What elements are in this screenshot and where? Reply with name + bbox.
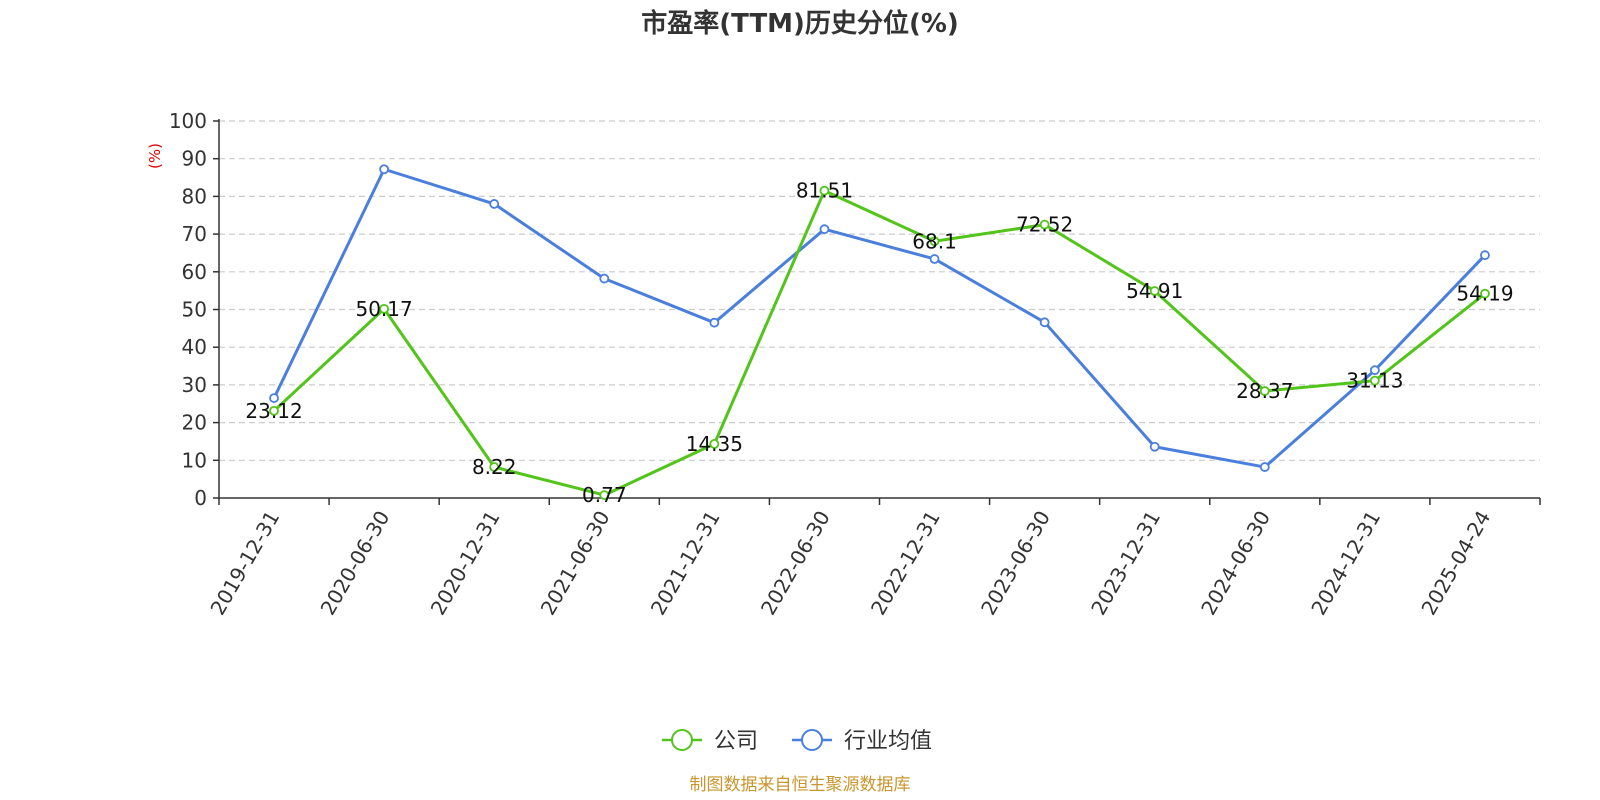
series-1-point[interactable]	[1369, 365, 1380, 376]
chart-title: 市盈率(TTM)历史分位(%)	[641, 8, 959, 39]
data-label: 23.12	[245, 399, 302, 423]
x-tick-label: 2024-12-31	[1306, 507, 1385, 620]
data-label: 50.17	[355, 297, 412, 321]
x-tick-label: 2019-12-31	[205, 507, 284, 620]
y-tick-label: 90	[182, 147, 207, 171]
legend-item-1[interactable]: 行业均值	[792, 729, 932, 754]
series-0-point[interactable]	[709, 439, 720, 449]
source-note: 制图数据来自恒生聚源数据库	[690, 775, 911, 795]
series-1-point[interactable]	[269, 393, 279, 403]
series-1-point[interactable]	[1480, 250, 1490, 261]
data-label: 68.1	[912, 229, 957, 253]
axes: 0 10 20 30 40 50 60 70 80 90 100 2019-12-31 2020-06-…	[169, 109, 1541, 620]
series-0-point[interactable]	[819, 185, 830, 196]
data-label: 14.35	[686, 432, 743, 456]
data-label: 54.91	[1126, 279, 1183, 303]
series-0-point[interactable]	[1039, 219, 1050, 230]
y-tick-label: 50	[182, 298, 207, 322]
legend-swatch-circle	[801, 729, 823, 751]
data-label: 28.37	[1236, 379, 1293, 403]
series-line-1	[272, 167, 1487, 469]
legend-label: 公司	[714, 729, 758, 754]
series-1-point[interactable]	[489, 199, 500, 209]
y-tick-label: 20	[182, 411, 207, 435]
y-tick-label: 70	[182, 222, 207, 246]
series-1-point[interactable]	[1259, 462, 1270, 472]
y-tick-label: 100	[169, 109, 207, 133]
x-tick-label: 2020-12-31	[426, 507, 505, 620]
series-1-point[interactable]	[1039, 317, 1050, 328]
x-tick-label: 2021-12-31	[646, 507, 725, 620]
data-label: 54.19	[1456, 282, 1513, 306]
series-0-point[interactable]	[269, 405, 279, 416]
legend[interactable]: 公司 行业均值	[662, 729, 932, 754]
data-label: 72.52	[1016, 213, 1073, 237]
series-1-point[interactable]	[709, 317, 720, 328]
series-1-point[interactable]	[379, 164, 390, 175]
y-tick-label: 0	[194, 486, 207, 510]
series-1-point[interactable]	[819, 224, 830, 235]
y-tick-label: 80	[182, 184, 207, 208]
data-label: 8.22	[472, 455, 517, 479]
grid-lines	[219, 120, 1540, 461]
x-tick-label: 2021-06-30	[536, 507, 615, 620]
y-tick-label: 40	[182, 335, 207, 359]
x-tick-label: 2022-12-31	[866, 507, 945, 620]
x-tick-label: 2023-06-30	[976, 507, 1055, 620]
series-0-point[interactable]	[379, 303, 390, 314]
data-label: 81.51	[796, 179, 853, 203]
legend-item-0[interactable]: 公司	[662, 729, 758, 754]
y-tick-label: 60	[182, 260, 207, 284]
series-0-point[interactable]	[1369, 375, 1380, 386]
x-tick-label: 2022-06-30	[756, 507, 835, 620]
series-1-point[interactable]	[929, 254, 940, 264]
x-tick-label: 2025-04-24	[1416, 507, 1495, 620]
y-tick-label: 30	[182, 373, 207, 397]
series-1-point[interactable]	[599, 273, 610, 284]
series-0-point[interactable]	[1259, 386, 1270, 396]
series-line-0	[273, 189, 1486, 497]
x-tick-label: 2024-06-30	[1196, 507, 1275, 620]
series-0-point[interactable]	[1149, 286, 1160, 296]
x-tick-label: 2023-12-31	[1086, 507, 1165, 620]
series-0-point[interactable]	[1480, 288, 1490, 299]
x-tick-label: 2020-06-30	[316, 507, 395, 620]
series-0-point[interactable]	[489, 462, 500, 472]
series-0-point[interactable]	[599, 490, 610, 500]
y-axis-label: (%)	[146, 143, 164, 169]
series-0-point[interactable]	[929, 236, 940, 247]
legend-swatch-circle	[671, 729, 693, 751]
series-1-point[interactable]	[1149, 441, 1160, 452]
data-label: 0.77	[582, 483, 627, 507]
series-layer	[269, 164, 1490, 500]
legend-label: 行业均值	[844, 729, 932, 754]
data-label: 31.13	[1346, 369, 1403, 393]
y-tick-label: 10	[182, 448, 207, 472]
data-labels: 23.12 50.17 8.22 0.77 14.35 81.51 68.1 72.52 54.…	[245, 179, 1513, 507]
